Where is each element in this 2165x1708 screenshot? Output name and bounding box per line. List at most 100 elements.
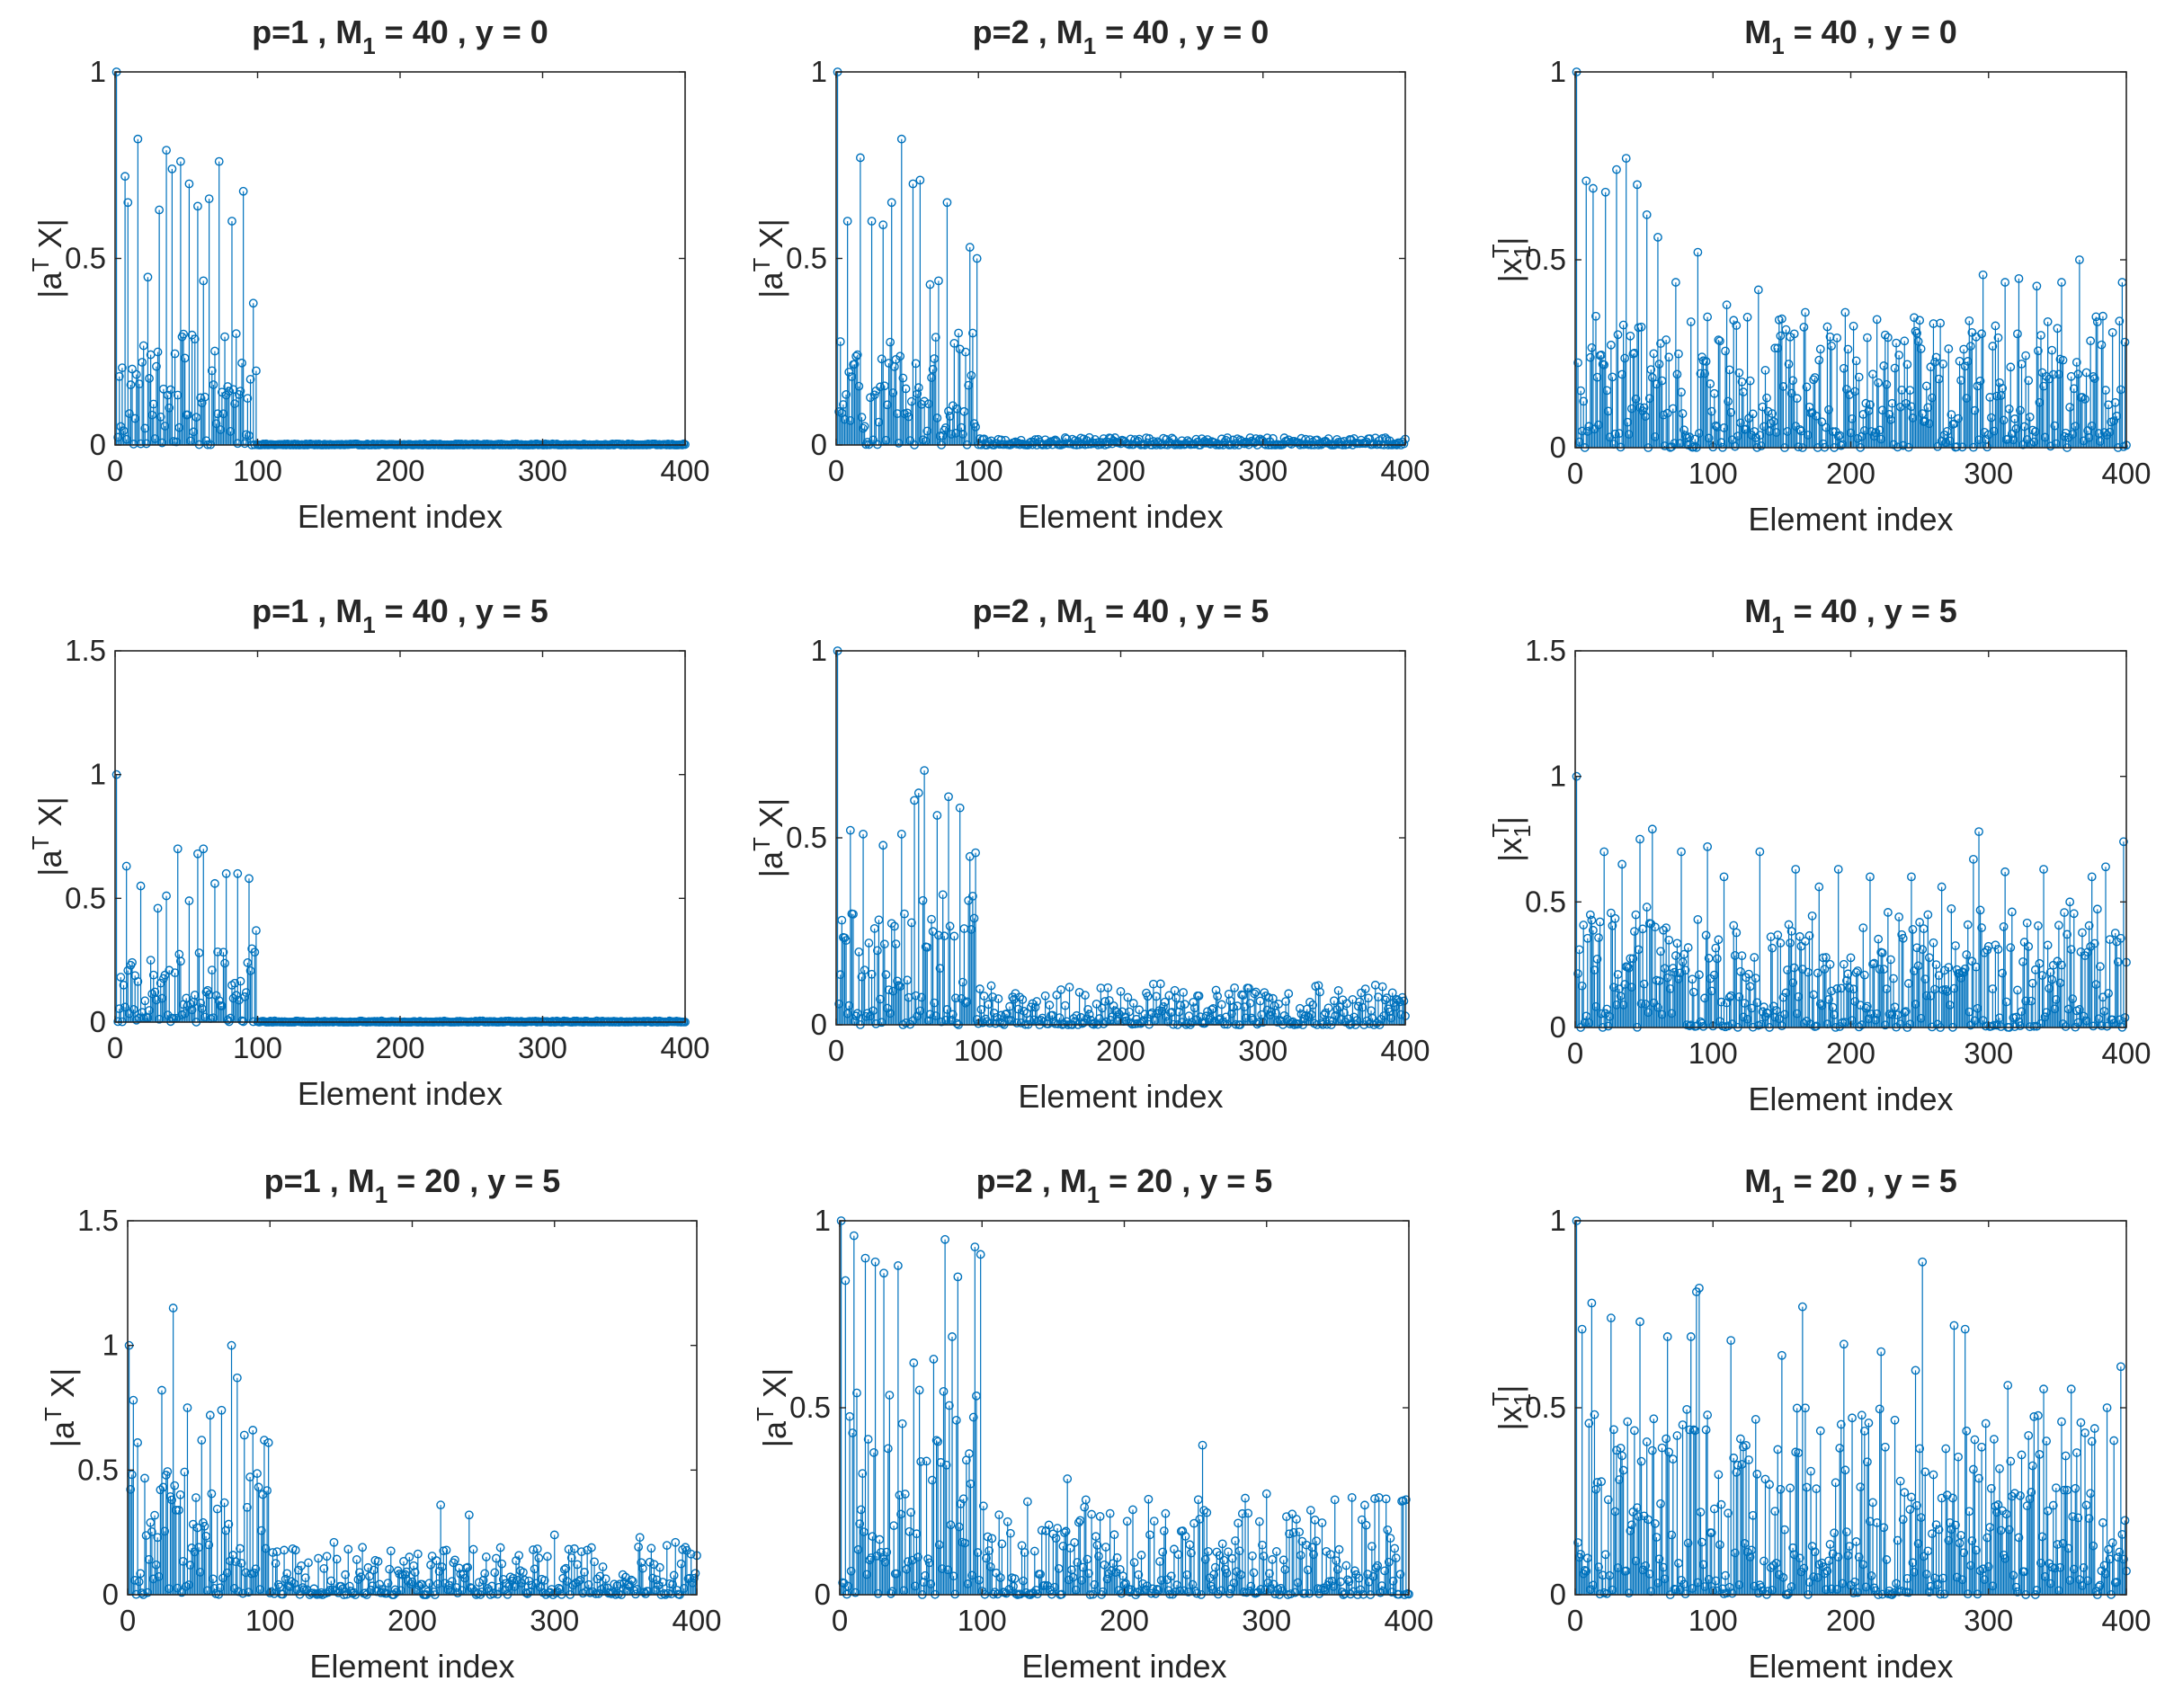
stem-marker — [1788, 376, 1798, 386]
y-tick-label: 1 — [1550, 760, 1566, 793]
x-tick-label: 0 — [828, 454, 844, 487]
y-tick-label: 0.5 — [1525, 885, 1566, 918]
stem-marker — [1975, 905, 1985, 915]
stem-marker — [1703, 312, 1713, 322]
stem-marker — [996, 435, 1006, 445]
stem-marker — [176, 156, 185, 166]
stem-marker — [1737, 377, 1747, 387]
stem-marker — [1977, 923, 1986, 932]
stem-marker — [1032, 997, 1042, 1006]
stem-marker — [1736, 966, 1745, 976]
x-tick-label: 200 — [1096, 454, 1145, 487]
stem-marker — [1639, 979, 1649, 989]
stem-marker — [2092, 904, 2102, 914]
stem-marker — [245, 874, 254, 884]
stem-marker — [901, 384, 911, 394]
stem-marker — [931, 333, 940, 342]
stem-marker — [1244, 983, 1253, 993]
stem-marker — [1818, 953, 1828, 963]
stem-marker — [1587, 915, 1597, 925]
stem-marker — [886, 198, 896, 208]
y-axis-label: |xT1| — [1487, 236, 1536, 282]
stem-marker — [1807, 911, 1817, 921]
stem-marker — [1706, 406, 1716, 416]
stem-marker — [860, 422, 869, 431]
stem-marker — [165, 403, 174, 413]
x-axis-label: Element index — [1748, 501, 1953, 538]
stem-marker — [976, 1005, 986, 1014]
stem-marker — [1892, 338, 1901, 348]
stem-marker — [1991, 321, 2000, 331]
stem-marker — [120, 1002, 129, 1012]
x-tick-label: 200 — [1826, 1036, 1875, 1070]
stem-marker — [1931, 960, 1941, 970]
stem-marker — [1755, 847, 1765, 857]
stem-marker — [2110, 929, 2120, 938]
stem-marker — [1786, 939, 1795, 947]
stem-marker — [1589, 183, 1598, 193]
stem-marker — [869, 390, 879, 400]
stem-marker — [1867, 1010, 1876, 1019]
axes-frame — [114, 71, 686, 446]
x-tick-label: 300 — [1238, 1034, 1287, 1067]
stem-marker — [1216, 1000, 1226, 1010]
stem-marker — [1858, 923, 1868, 933]
stem-marker — [867, 969, 877, 979]
stem-marker — [162, 146, 171, 156]
stem-marker — [2069, 909, 2079, 919]
y-tick-label: 1 — [811, 55, 827, 88]
stem-marker — [884, 985, 894, 995]
stem-marker — [1923, 910, 1933, 920]
stem-marker — [1981, 1021, 1991, 1031]
stem-marker — [218, 947, 228, 957]
stem-marker — [879, 939, 889, 949]
stem-marker — [1929, 938, 1938, 947]
stem-marker — [1230, 983, 1240, 992]
stem-marker — [965, 243, 975, 252]
stem-marker — [1854, 372, 1864, 382]
stem-marker — [2087, 872, 2097, 882]
stem-marker — [895, 351, 905, 361]
stem-marker — [1907, 872, 1916, 882]
stem-marker — [1659, 925, 1668, 935]
stem-marker — [128, 364, 137, 374]
stem-marker — [913, 788, 923, 797]
stem-marker — [1589, 925, 1598, 935]
stem-marker — [126, 380, 136, 389]
stem-marker — [1377, 982, 1387, 992]
stem-marker — [896, 829, 906, 839]
stem-marker — [1742, 312, 1752, 322]
stem-marker — [1581, 176, 1591, 186]
stem-marker — [1050, 435, 1060, 445]
y-tick-label: 0.5 — [65, 242, 106, 275]
stem-marker — [1250, 989, 1260, 999]
stem-marker — [1851, 967, 1861, 977]
stem-marker — [1999, 921, 2009, 931]
stem-marker — [949, 931, 959, 941]
stem-marker — [1978, 270, 1988, 280]
stem-marker — [1913, 336, 1923, 346]
stem-marker — [1712, 954, 1722, 964]
stem-marker — [1750, 953, 1760, 962]
x-axis-label: Element index — [1748, 1081, 1953, 1117]
stem-marker — [898, 373, 908, 383]
stem-marker — [1988, 342, 1998, 351]
x-axis-label: Element index — [1018, 498, 1223, 535]
stem-marker — [250, 947, 260, 957]
stem-marker — [1868, 959, 1877, 969]
stem-marker — [2073, 369, 2083, 379]
stem-marker — [1786, 388, 1796, 398]
stem-marker — [1921, 991, 1931, 1001]
stem-marker — [934, 276, 943, 286]
stem-marker — [1159, 1002, 1168, 1011]
stem-marker — [1653, 233, 1662, 242]
stem-marker — [1947, 903, 1956, 913]
stem-marker — [1817, 417, 1827, 427]
x-tick-label: 300 — [1238, 454, 1287, 487]
stem-marker — [1814, 882, 1824, 892]
stem-marker — [1264, 992, 1273, 1002]
stem-marker — [1954, 414, 1963, 423]
stem-marker — [1701, 357, 1711, 366]
stem-marker — [954, 328, 963, 338]
stem-marker — [1642, 209, 1652, 219]
